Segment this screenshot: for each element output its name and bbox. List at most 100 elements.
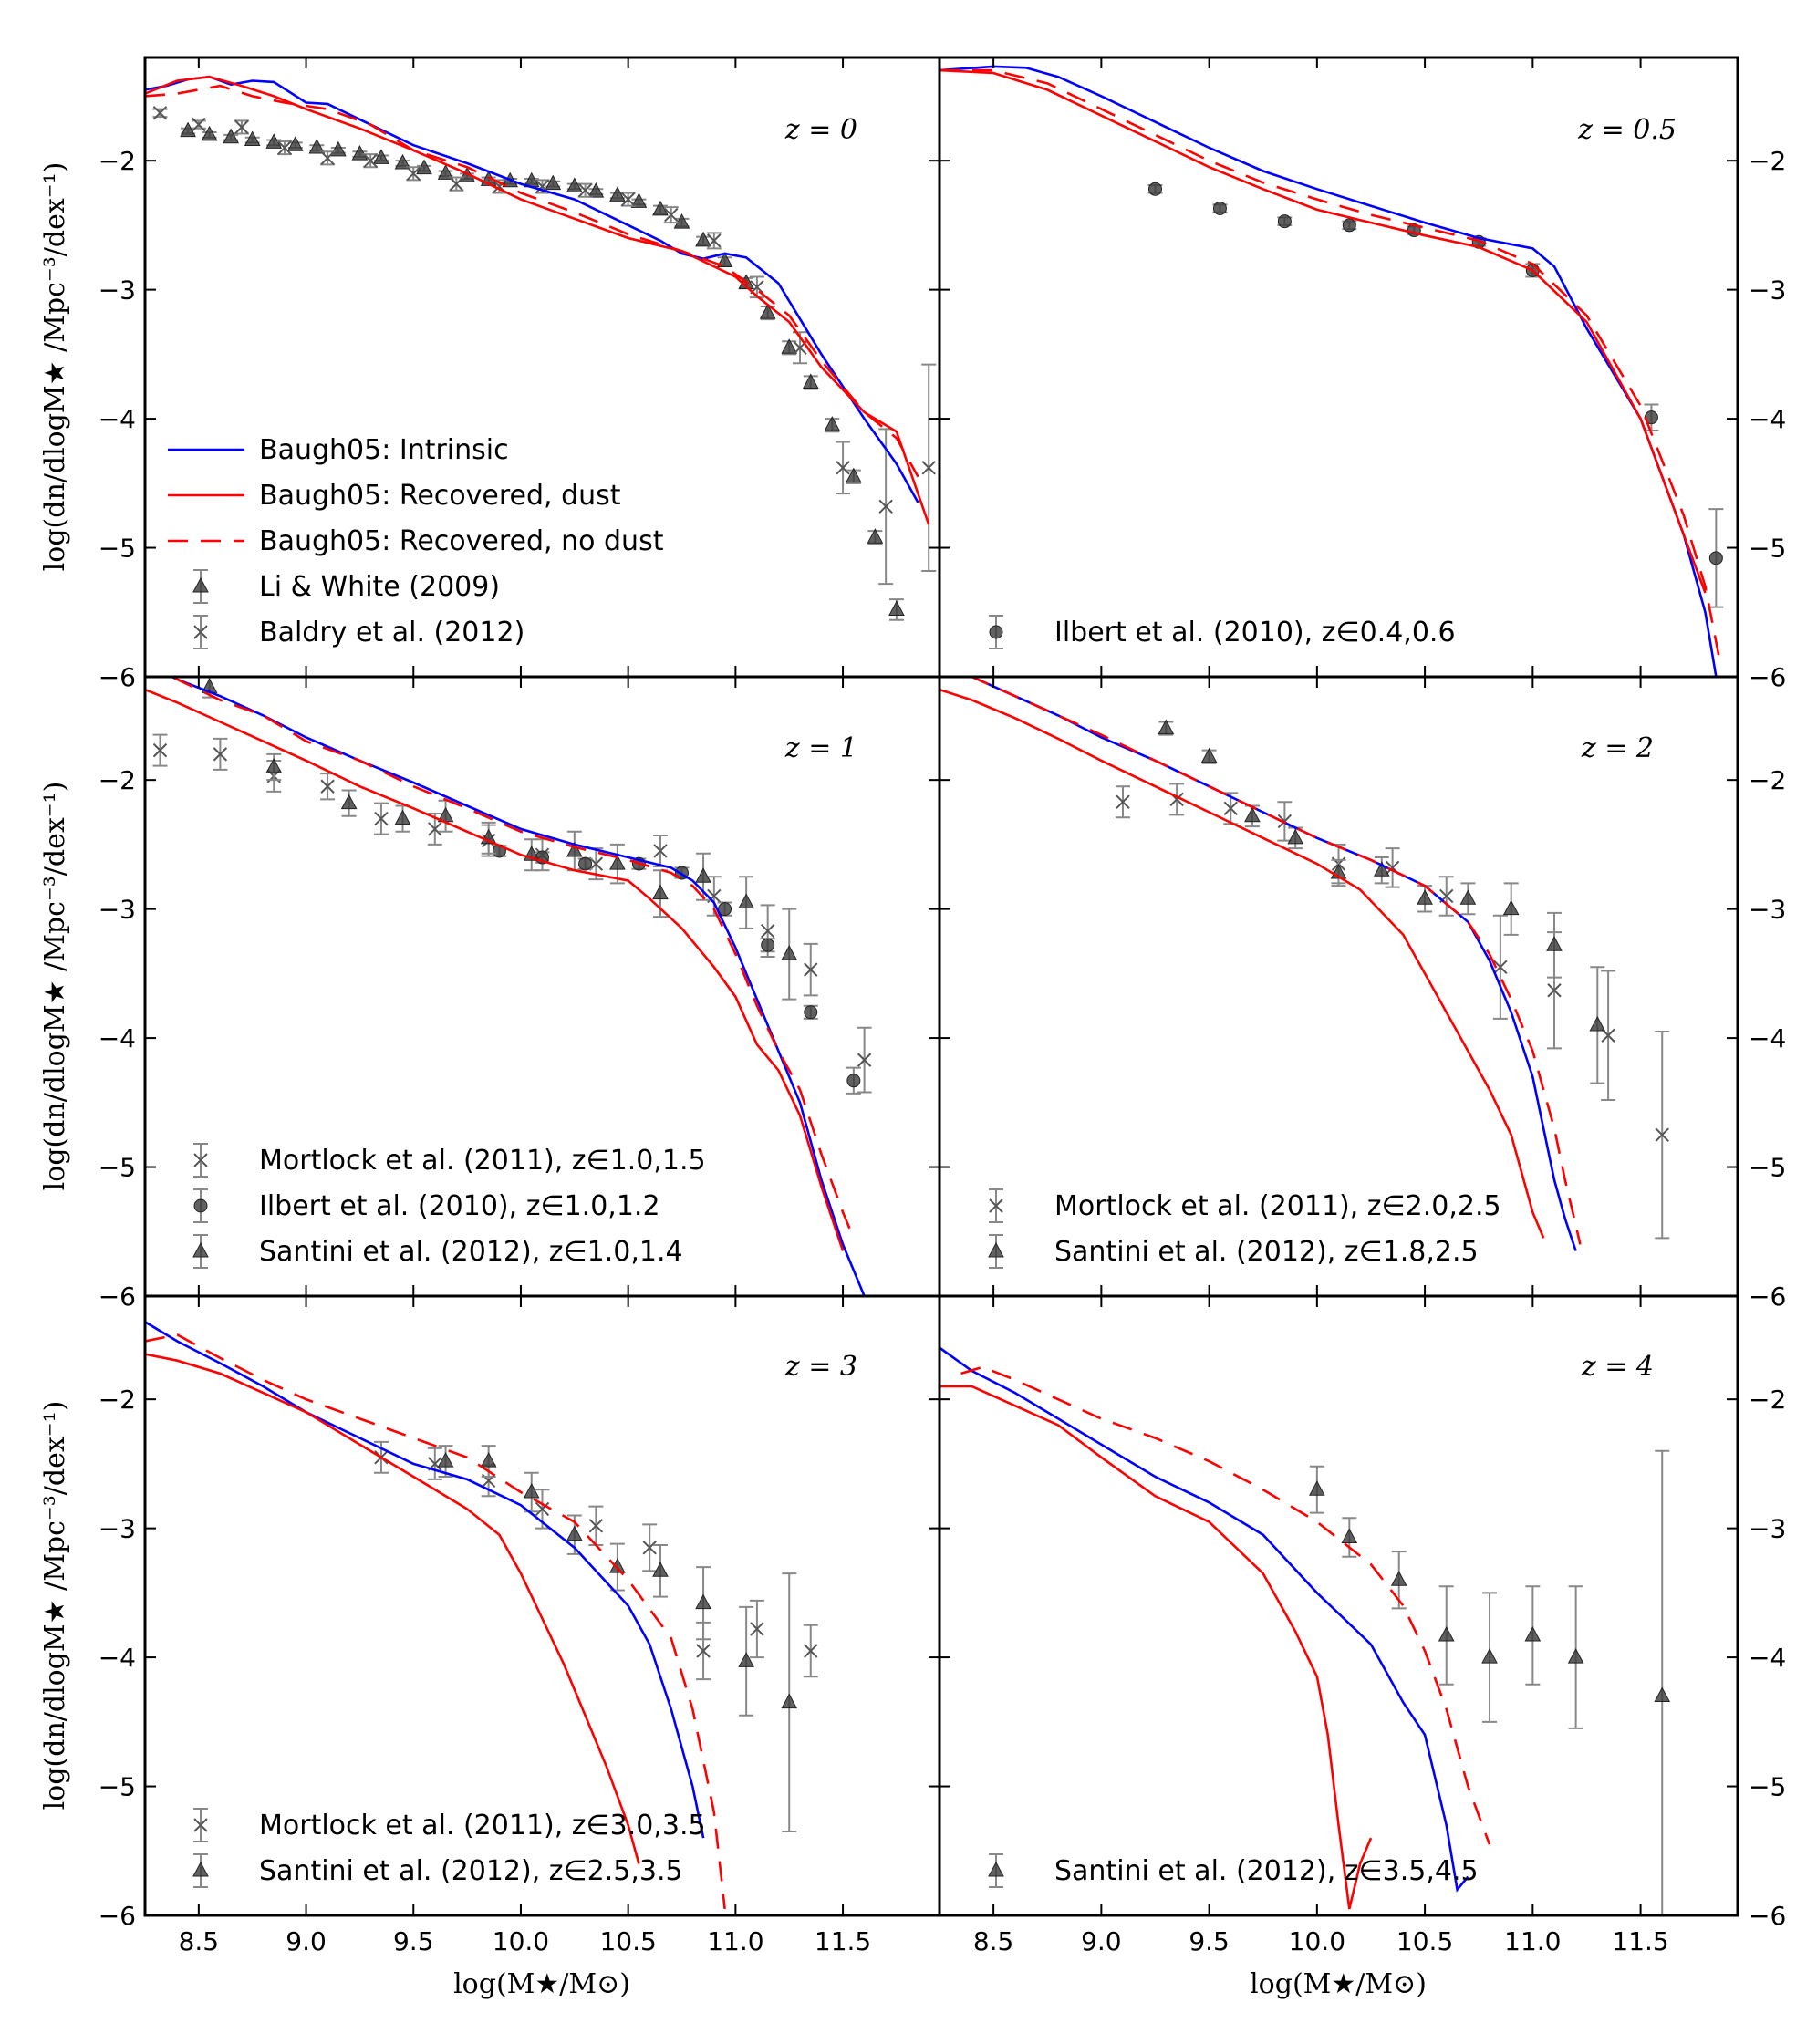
panel-z3-label: z = 3 xyxy=(784,1351,857,1383)
legend-item: Santini et al. (2012), z∈3.5,4.5 xyxy=(988,1853,1479,1888)
legends: Baugh05: Intrinsic Baugh05: Recovered, du… xyxy=(168,434,1501,1888)
z4-curve-blue-solid xyxy=(940,1346,1469,1893)
z1-data-point xyxy=(152,742,168,758)
z1-data-point xyxy=(804,962,818,977)
z4-data-point xyxy=(1567,1648,1584,1664)
y-tick-label: −4 xyxy=(1749,1023,1786,1053)
z0-curve-blue-solid xyxy=(145,75,919,503)
y-tick-label: −5 xyxy=(99,534,136,564)
z2-data-point xyxy=(1116,794,1130,809)
panel-z0-plot-area xyxy=(145,75,937,621)
z4-data-point xyxy=(1481,1648,1498,1664)
y-tick-label: −5 xyxy=(1749,534,1786,564)
z1-data-point xyxy=(320,779,335,794)
legend-item: Mortlock et al. (2011), z∈1.0,1.5 xyxy=(193,1143,706,1178)
z0-data-point xyxy=(201,125,218,141)
z2-curve-red-dashed xyxy=(968,677,1582,1245)
z1-data-point xyxy=(718,902,732,917)
panel-z1-plot-area xyxy=(145,677,872,1296)
legend-label: Santini et al. (2012), z∈1.0,1.4 xyxy=(259,1236,683,1268)
y-tick-label: −6 xyxy=(1749,662,1786,692)
z3-data-point xyxy=(652,1562,669,1577)
x-tick-label: 9.0 xyxy=(286,1926,327,1956)
z1-data-point xyxy=(374,811,389,826)
y-tick-label: −3 xyxy=(1749,1514,1786,1544)
z3-data-point xyxy=(437,1452,454,1468)
legend-label: Baugh05: Recovered, dust xyxy=(259,480,621,512)
z0-data-point xyxy=(759,304,776,319)
x-axis-title-left: log(M★/M⊙) xyxy=(453,1968,630,2000)
z1-data-point xyxy=(738,893,754,909)
z2-data-point xyxy=(1655,1127,1669,1142)
z2-data-point xyxy=(1287,828,1304,845)
panel-z1: z = 1 xyxy=(145,677,872,1296)
y-tick-label: −5 xyxy=(1749,1153,1786,1183)
x-tick-label: 9.0 xyxy=(1081,1926,1122,1956)
z3-data-point xyxy=(781,1693,798,1709)
z0-data-point xyxy=(351,145,369,161)
x-tick-label: 8.5 xyxy=(179,1926,220,1956)
z1-data-point xyxy=(428,822,442,836)
y-tick-label: −6 xyxy=(99,662,136,692)
z0-data-point xyxy=(652,200,669,216)
legend-label: Ilbert et al. (2010), z∈0.4,0.6 xyxy=(1054,617,1456,648)
z0-data-point xyxy=(609,186,626,202)
z0-data-point xyxy=(846,467,862,483)
z05-curve-blue-solid xyxy=(940,65,1718,677)
z0-data-point xyxy=(802,373,819,389)
z2-data-point xyxy=(1158,719,1175,735)
z1-data-point xyxy=(394,809,411,825)
legend-label: Santini et al. (2012), z∈3.5,4.5 xyxy=(1054,1855,1479,1887)
z3-curve-red-dashed xyxy=(145,1333,726,1910)
z2-data-point xyxy=(1589,1015,1606,1032)
z0-data-point xyxy=(695,231,711,247)
legend-marker-swatch xyxy=(988,1861,1004,1877)
z0-data-point xyxy=(620,192,636,207)
figure-frame xyxy=(143,56,1739,1917)
legend-label: Baldry et al. (2012) xyxy=(259,617,524,648)
y-tick-label: −3 xyxy=(99,275,136,306)
z3-data-point xyxy=(696,1644,711,1658)
z0-data-point xyxy=(836,461,850,475)
z1-curve-red-dashed xyxy=(169,677,856,1239)
x-axis-title-right: log(M★/M⊙) xyxy=(1250,1968,1427,2000)
z0-data-point xyxy=(867,528,884,544)
panel-z1-label: z = 1 xyxy=(784,732,857,764)
z05-data-point xyxy=(1277,214,1292,229)
x-tick-label: 9.5 xyxy=(393,1926,434,1956)
z2-data-point xyxy=(1459,889,1477,905)
legend-marker-swatch xyxy=(192,1861,209,1877)
z2-data-point xyxy=(1601,1028,1615,1043)
z0-data-point xyxy=(921,461,936,475)
z2-data-point xyxy=(1502,899,1520,916)
legend-marker-swatch xyxy=(989,1198,1003,1213)
panel-z2-plot-area xyxy=(940,677,1670,1251)
z1-data-point xyxy=(652,884,669,900)
z1-data-point xyxy=(857,1053,872,1067)
z3-data-point xyxy=(566,1525,583,1541)
z4-curve-red-solid xyxy=(940,1385,1373,1910)
z2-data-point xyxy=(1547,983,1562,998)
y-tick-label: −2 xyxy=(99,1385,136,1415)
y-axis-title-bottom: log(dn/dlogM★ /Mpc⁻³/dex⁻¹) xyxy=(39,1401,71,1811)
z0-data-point xyxy=(664,207,679,223)
z05-data-point xyxy=(1342,218,1356,233)
z3-data-point xyxy=(588,1519,604,1533)
z3-data-point xyxy=(480,1452,497,1468)
z05-data-point xyxy=(1708,551,1723,565)
z3-curve-red-solid xyxy=(145,1353,640,1864)
y-tick-label: −5 xyxy=(99,1153,136,1183)
panel-z05: z = 0.5 xyxy=(940,65,1724,677)
z1-data-point xyxy=(761,938,775,952)
z1-curve-red-solid xyxy=(145,688,845,1251)
legend-marker-swatch xyxy=(193,1153,208,1167)
legend-marker-swatch xyxy=(193,625,208,639)
y-tick-label: −2 xyxy=(1749,1385,1786,1415)
legend-label: Santini et al. (2012), z∈2.5,3.5 xyxy=(259,1855,683,1887)
z0-data-point xyxy=(277,140,292,155)
legend-item: Mortlock et al. (2011), z∈3.0,3.5 xyxy=(193,1808,706,1842)
x-tick-label: 10.0 xyxy=(493,1926,549,1956)
x-tick-label: 11.5 xyxy=(815,1926,871,1956)
z3-data-point xyxy=(523,1482,540,1499)
z1-points-triangle-2 xyxy=(201,677,798,1001)
